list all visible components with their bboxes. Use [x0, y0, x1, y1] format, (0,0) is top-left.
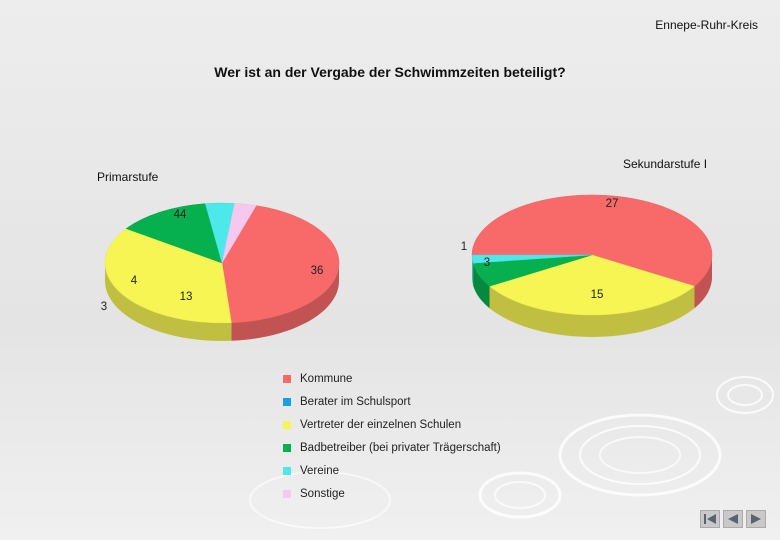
pie-slice-side	[473, 263, 490, 309]
pie-data-label: 27	[606, 198, 619, 210]
legend-label: Kommune	[300, 372, 353, 385]
legend-swatch	[283, 443, 291, 452]
pie-data-label: 15	[591, 289, 604, 301]
prev-icon	[728, 514, 738, 524]
pie-data-label: 13	[180, 291, 193, 303]
legend: Kommune Berater im Schulsport Vertreter …	[283, 367, 501, 505]
pie-slice	[221, 205, 340, 324]
legend-item-badbetreiber: Badbetreiber (bei privater Trägerschaft)	[283, 436, 501, 459]
pie-slice	[488, 254, 696, 316]
legend-swatch	[283, 489, 291, 498]
next-slide-button[interactable]	[746, 510, 766, 528]
slide-navigation	[700, 510, 766, 528]
pie-data-label: 36	[311, 265, 324, 277]
first-icon	[704, 514, 716, 524]
pie-slice-side	[489, 286, 695, 337]
pie-sides	[472, 255, 712, 337]
decor-rings	[249, 376, 774, 529]
pie-data-label: 44	[174, 209, 187, 221]
chart-title-sekundarstufe: Sekundarstufe I	[623, 157, 708, 171]
legend-item-kommune: Kommune	[283, 367, 501, 390]
legend-item-vertreter: Vertreter der einzelnen Schulen	[283, 413, 501, 436]
pie-data-label: 3	[101, 301, 107, 313]
pie-slice-side	[105, 263, 232, 341]
legend-label: Vertreter der einzelnen Schulen	[300, 418, 462, 431]
legend-label: Badbetreiber (bei privater Trägerschaft)	[300, 441, 501, 454]
pie-slice	[471, 194, 713, 287]
legend-label: Sonstige	[300, 487, 345, 500]
pie-data-label: 4	[131, 275, 138, 287]
legend-item-berater: Berater im Schulsport	[283, 390, 501, 413]
pie-slice-side	[231, 263, 339, 341]
pie-slice	[221, 203, 257, 264]
next-icon	[751, 514, 761, 524]
legend-swatch	[283, 420, 291, 429]
pie-slice	[125, 203, 223, 264]
legend-item-vereine: Vereine	[283, 459, 501, 482]
organization-name: Ennepe-Ruhr-Kreis	[655, 18, 758, 32]
previous-slide-button[interactable]	[723, 510, 743, 528]
pie-data-label: 3	[484, 257, 490, 269]
pie-slice	[471, 254, 593, 264]
legend-label: Berater im Schulsport	[300, 395, 411, 408]
pie-data-label: 1	[461, 241, 467, 253]
legend-item-sonstige: Sonstige	[283, 482, 501, 505]
legend-label: Vereine	[300, 464, 340, 477]
legend-swatch	[283, 466, 291, 475]
first-slide-button[interactable]	[700, 510, 720, 528]
pie-slice-side	[694, 255, 712, 309]
pie-chart-sekundarstufe: 27 15 3 1	[461, 194, 713, 337]
pie-chart-primarstufe: 44 36 13 4 3	[101, 202, 340, 341]
chart-title-primarstufe: Primarstufe	[97, 170, 159, 184]
legend-swatch	[283, 397, 291, 406]
slide-title: Wer ist an der Vergabe der Schwimmzeiten…	[214, 64, 566, 80]
pie-slice	[104, 228, 232, 324]
legend-swatch	[283, 374, 291, 383]
pie-sides	[105, 263, 339, 341]
